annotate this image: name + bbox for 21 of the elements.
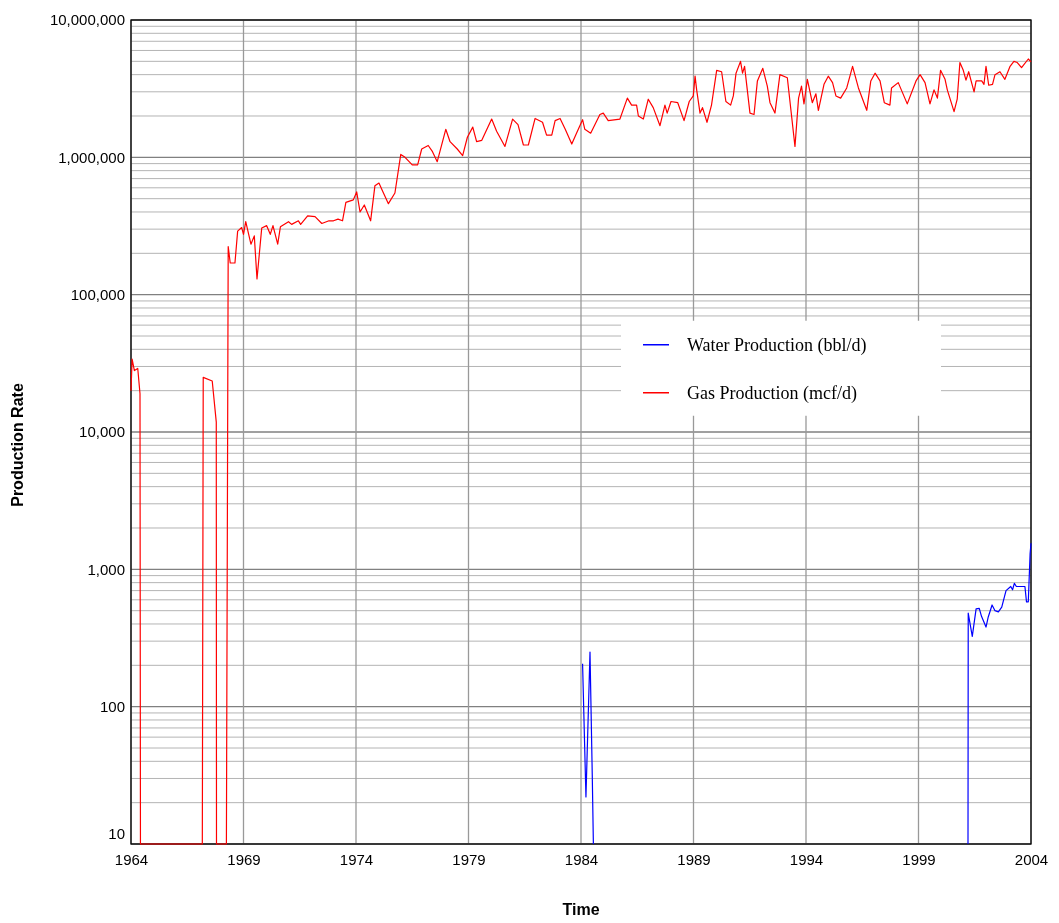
x-tick-label: 1969: [227, 850, 261, 868]
x-axis-title: Time: [562, 901, 600, 918]
y-tick-label: 100: [99, 697, 125, 715]
y-tick-label: 1,000,000: [58, 148, 125, 166]
y-tick-label: 10: [108, 825, 125, 843]
x-tick-label: 1984: [564, 850, 599, 868]
x-tick-label: 1974: [339, 850, 374, 868]
x-tick-label: 1979: [452, 850, 486, 868]
x-tick-label: 1964: [114, 850, 149, 868]
y-tick-label: 10,000: [79, 423, 125, 441]
x-tick-label: 1999: [902, 850, 936, 868]
line-series: [130, 58, 1032, 845]
x-tick-label: 2004: [1014, 850, 1049, 868]
legend-label: Gas Production (mcf/d): [687, 383, 857, 405]
y-tick-label: 100,000: [70, 285, 125, 303]
legend-label: Water Production (bbl/d): [687, 335, 867, 357]
x-tick-label: 1989: [677, 850, 711, 868]
y-tick-label: 1,000: [87, 560, 125, 578]
y-tick-label: 10,000,000: [49, 11, 125, 29]
x-tick-label: 1994: [789, 850, 824, 868]
y-axis-title: Production Rate: [9, 383, 26, 507]
